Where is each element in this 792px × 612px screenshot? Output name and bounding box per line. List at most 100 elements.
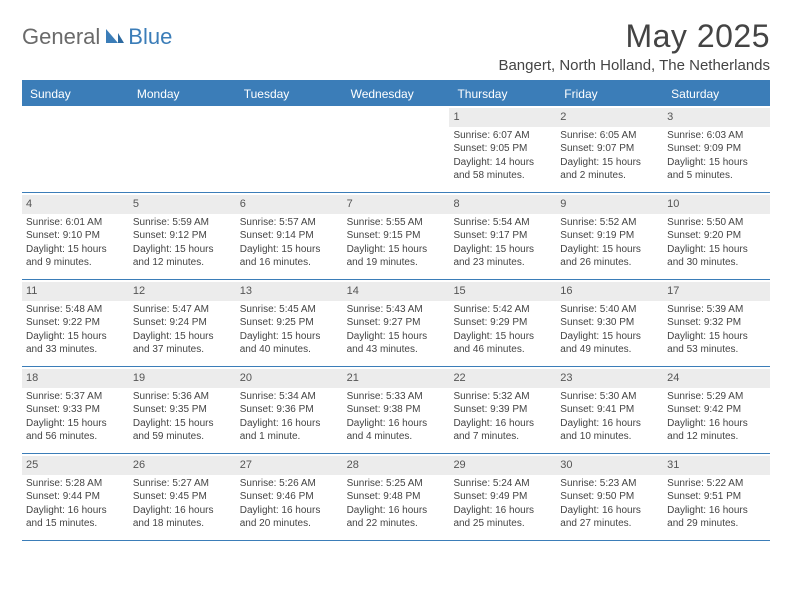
daylight-text: Daylight: 16 hours and 4 minutes. (347, 417, 446, 444)
sunset-text: Sunset: 9:42 PM (667, 403, 766, 417)
day-cell: 30Sunrise: 5:23 AMSunset: 9:50 PMDayligh… (556, 454, 663, 540)
daylight-text: Daylight: 15 hours and 56 minutes. (26, 417, 125, 444)
day-header-row: Sunday Monday Tuesday Wednesday Thursday… (22, 82, 770, 106)
week-row: 1Sunrise: 6:07 AMSunset: 9:05 PMDaylight… (22, 106, 770, 193)
day-number: 22 (449, 369, 556, 388)
day-cell: 24 Sunrise: 5:29 AMSunset: 9:42 PMDayligh… (663, 367, 770, 453)
day-number: 29 (449, 456, 556, 475)
sunset-text: Sunset: 9:48 PM (347, 490, 446, 504)
sunrise-text: Sunrise: 5:26 AM (240, 477, 339, 491)
day-cell: 21Sunrise: 5:33 AMSunset: 9:38 PMDayligh… (343, 367, 450, 453)
logo-sail-icon (104, 25, 126, 50)
sunset-text: Sunset: 9:44 PM (26, 490, 125, 504)
daylight-text: Daylight: 16 hours and 15 minutes. (26, 504, 125, 531)
day-number: 28 (343, 456, 450, 475)
daylight-text: Daylight: 15 hours and 59 minutes. (133, 417, 232, 444)
week-row: 25Sunrise: 5:28 AMSunset: 9:44 PMDayligh… (22, 454, 770, 541)
day-number: 1 (449, 108, 556, 127)
sunrise-text: Sunrise: 5:22 AM (667, 477, 766, 491)
sunset-text: Sunset: 9:25 PM (240, 316, 339, 330)
day-number: 7 (343, 195, 450, 214)
sunrise-text: Sunrise: 5:40 AM (560, 303, 659, 317)
day-number: 12 (129, 282, 236, 301)
day-cell (22, 106, 129, 192)
day-number: 21 (343, 369, 450, 388)
day-number: 15 (449, 282, 556, 301)
day-number: 27 (236, 456, 343, 475)
day-cell: 22Sunrise: 5:32 AMSunset: 9:39 PMDayligh… (449, 367, 556, 453)
dayhead-wednesday: Wednesday (343, 82, 450, 106)
daylight-text: Daylight: 14 hours and 58 minutes. (453, 156, 552, 183)
day-cell: 25Sunrise: 5:28 AMSunset: 9:44 PMDayligh… (22, 454, 129, 540)
sunrise-text: Sunrise: 5:57 AM (240, 216, 339, 230)
day-cell: 10Sunrise: 5:50 AMSunset: 9:20 PMDayligh… (663, 193, 770, 279)
sunset-text: Sunset: 9:12 PM (133, 229, 232, 243)
day-number: 24 (663, 369, 770, 388)
daylight-text: Daylight: 15 hours and 33 minutes. (26, 330, 125, 357)
day-number: 9 (556, 195, 663, 214)
day-cell (129, 106, 236, 192)
location-text: Bangert, North Holland, The Netherlands (498, 57, 770, 74)
day-cell: 3Sunrise: 6:03 AMSunset: 9:09 PMDaylight… (663, 106, 770, 192)
day-number: 26 (129, 456, 236, 475)
sunrise-text: Sunrise: 5:45 AM (240, 303, 339, 317)
day-cell: 8Sunrise: 5:54 AMSunset: 9:17 PMDaylight… (449, 193, 556, 279)
dayhead-friday: Friday (556, 82, 663, 106)
logo: General Blue (22, 18, 172, 50)
day-cell: 9Sunrise: 5:52 AMSunset: 9:19 PMDaylight… (556, 193, 663, 279)
sunrise-text: Sunrise: 5:32 AM (453, 390, 552, 404)
day-cell: 18Sunrise: 5:37 AMSunset: 9:33 PMDayligh… (22, 367, 129, 453)
daylight-text: Daylight: 15 hours and 37 minutes. (133, 330, 232, 357)
sunrise-text: Sunrise: 5:55 AM (347, 216, 446, 230)
sunset-text: Sunset: 9:51 PM (667, 490, 766, 504)
daylight-text: Daylight: 15 hours and 19 minutes. (347, 243, 446, 270)
daylight-text: Daylight: 15 hours and 2 minutes. (560, 156, 659, 183)
sunrise-text: Sunrise: 5:33 AM (347, 390, 446, 404)
sunrise-text: Sunrise: 5:48 AM (26, 303, 125, 317)
day-cell: 13Sunrise: 5:45 AMSunset: 9:25 PMDayligh… (236, 280, 343, 366)
sunset-text: Sunset: 9:20 PM (667, 229, 766, 243)
day-cell: 20Sunrise: 5:34 AMSunset: 9:36 PMDayligh… (236, 367, 343, 453)
daylight-text: Daylight: 16 hours and 27 minutes. (560, 504, 659, 531)
sunrise-text: Sunrise: 5:27 AM (133, 477, 232, 491)
day-cell: 14Sunrise: 5:43 AMSunset: 9:27 PMDayligh… (343, 280, 450, 366)
day-cell: 6Sunrise: 5:57 AMSunset: 9:14 PMDaylight… (236, 193, 343, 279)
sunset-text: Sunset: 9:45 PM (133, 490, 232, 504)
weeks-container: 1Sunrise: 6:07 AMSunset: 9:05 PMDaylight… (22, 106, 770, 541)
daylight-text: Daylight: 15 hours and 5 minutes. (667, 156, 766, 183)
day-cell: 26 Sunrise: 5:27 AMSunset: 9:45 PMDayligh… (129, 454, 236, 540)
sunset-text: Sunset: 9:29 PM (453, 316, 552, 330)
daylight-text: Daylight: 15 hours and 12 minutes. (133, 243, 232, 270)
sunset-text: Sunset: 9:36 PM (240, 403, 339, 417)
daylight-text: Daylight: 15 hours and 30 minutes. (667, 243, 766, 270)
dayhead-tuesday: Tuesday (236, 82, 343, 106)
sunrise-text: Sunrise: 5:39 AM (667, 303, 766, 317)
sunset-text: Sunset: 9:30 PM (560, 316, 659, 330)
sunset-text: Sunset: 9:14 PM (240, 229, 339, 243)
daylight-text: Daylight: 16 hours and 18 minutes. (133, 504, 232, 531)
daylight-text: Daylight: 15 hours and 43 minutes. (347, 330, 446, 357)
day-number: 3 (663, 108, 770, 127)
sunset-text: Sunset: 9:49 PM (453, 490, 552, 504)
sunset-text: Sunset: 9:05 PM (453, 142, 552, 156)
sunrise-text: Sunrise: 5:29 AM (667, 390, 766, 404)
dayhead-saturday: Saturday (663, 82, 770, 106)
sunset-text: Sunset: 9:32 PM (667, 316, 766, 330)
day-number: 16 (556, 282, 663, 301)
logo-text-blue: Blue (128, 24, 172, 50)
sunset-text: Sunset: 9:33 PM (26, 403, 125, 417)
daylight-text: Daylight: 16 hours and 12 minutes. (667, 417, 766, 444)
day-number: 30 (556, 456, 663, 475)
sunrise-text: Sunrise: 5:25 AM (347, 477, 446, 491)
day-number: 2 (556, 108, 663, 127)
day-cell: 15 Sunrise: 5:42 AMSunset: 9:29 PMDayligh… (449, 280, 556, 366)
day-number: 31 (663, 456, 770, 475)
day-cell: 19Sunrise: 5:36 AMSunset: 9:35 PMDayligh… (129, 367, 236, 453)
sunrise-text: Sunrise: 5:24 AM (453, 477, 552, 491)
day-cell: 27Sunrise: 5:26 AMSunset: 9:46 PMDayligh… (236, 454, 343, 540)
day-cell: 11Sunrise: 5:48 AMSunset: 9:22 PMDayligh… (22, 280, 129, 366)
sunrise-text: Sunrise: 5:23 AM (560, 477, 659, 491)
sunset-text: Sunset: 9:39 PM (453, 403, 552, 417)
daylight-text: Daylight: 15 hours and 46 minutes. (453, 330, 552, 357)
sunrise-text: Sunrise: 5:42 AM (453, 303, 552, 317)
